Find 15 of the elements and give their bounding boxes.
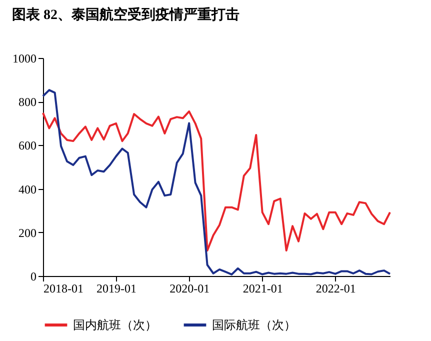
line-series <box>42 110 391 252</box>
y-tick-label: 200 <box>18 226 36 240</box>
y-tick-label: 400 <box>18 182 36 196</box>
x-tick-label: 2020-01 <box>170 282 210 296</box>
y-tick-label: 1000 <box>12 52 36 66</box>
x-tick-label: 2022-01 <box>316 282 356 296</box>
chart-title: 图表 82、泰国航空受到疫情严重打击 <box>12 6 240 23</box>
x-tick-label: 2018-01 <box>44 282 84 296</box>
legend-label: 国际航班（次） <box>212 318 296 332</box>
legend-label: 国内航班（次） <box>73 318 157 332</box>
x-tick-label: 2019-01 <box>96 282 137 296</box>
y-tick-label: 600 <box>18 138 36 153</box>
x-tick-label: 2021-01 <box>242 282 283 296</box>
y-tick-label: 0 <box>30 270 36 284</box>
y-tick-label: 800 <box>18 95 36 110</box>
